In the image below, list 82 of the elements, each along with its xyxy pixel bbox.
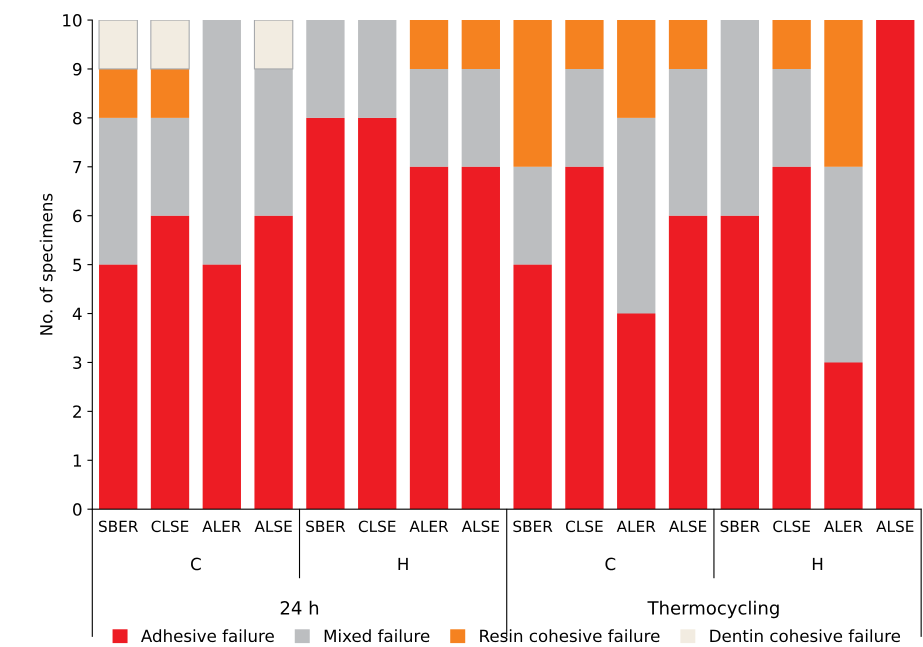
bar (410, 20, 448, 69)
x-tick-label: SBER (513, 520, 552, 532)
x-tick-label: ALER (824, 520, 863, 532)
bar (150, 216, 190, 510)
bar (565, 166, 604, 510)
legend-label: Resin cohesive failure (480, 629, 660, 642)
bar (306, 20, 345, 118)
x-tick-label: SBER (98, 520, 138, 532)
y-tick-label: 2 (73, 405, 81, 418)
bar (513, 264, 552, 510)
x-tick-label: SBER (306, 520, 346, 532)
x-tick-label: CLSE (773, 520, 810, 532)
bar (824, 20, 863, 167)
y-axis-title: No. of specimens (40, 194, 56, 335)
bar (150, 20, 190, 70)
bar (565, 20, 604, 69)
text: C (605, 558, 616, 570)
text: H (398, 558, 408, 570)
y-tick-label: 8 (73, 112, 82, 124)
y-tick-label: 3 (73, 356, 82, 370)
bar (824, 166, 863, 362)
bar (668, 68, 708, 216)
x-tick-label: ALSE (462, 520, 500, 532)
bar (513, 166, 552, 265)
text: Thermocycling (647, 600, 779, 618)
x-tick-label: ALER (202, 520, 241, 532)
bar (410, 166, 448, 510)
bar (98, 20, 138, 70)
legend-label: Mixed failure (324, 629, 430, 642)
text: C (191, 558, 201, 570)
bar (358, 118, 396, 510)
x-tick-label: CLSE (566, 520, 603, 532)
x-tick-label: ALSE (669, 520, 706, 532)
bar (202, 20, 241, 265)
bar (462, 20, 500, 69)
bar (772, 166, 811, 510)
bar (462, 68, 500, 167)
bar (99, 68, 138, 118)
bar (668, 216, 708, 510)
x-tick-label: ALSE (254, 520, 292, 532)
bar (150, 118, 190, 216)
bar (668, 20, 708, 69)
x-tick-label: ALSE (876, 520, 914, 532)
y-tick-label: 10 (63, 14, 82, 27)
x-tick-label: SBER (720, 520, 760, 532)
bar (306, 118, 345, 510)
x-tick-label: CLSE (358, 520, 396, 532)
y-tick-label: 9 (73, 62, 82, 76)
x-tick-label: ALER (616, 520, 656, 532)
y-tick-label: 1 (74, 454, 82, 467)
bar (617, 314, 656, 510)
bar (150, 68, 190, 118)
text: 24 h (280, 600, 318, 614)
y-tick-label: 5 (73, 258, 82, 272)
bar (720, 20, 760, 216)
bar (254, 216, 293, 510)
bar (99, 264, 138, 510)
bar (565, 68, 604, 167)
x-tick-label: CLSE (152, 520, 188, 532)
bar (824, 362, 863, 510)
bar (513, 20, 552, 167)
bar (410, 68, 448, 167)
bar (772, 20, 811, 69)
bar (617, 20, 656, 118)
bar (254, 20, 294, 70)
bar (617, 118, 656, 314)
bar (720, 216, 760, 510)
text: H (812, 558, 822, 570)
bar (358, 20, 396, 118)
bar (772, 68, 811, 167)
bar (876, 20, 914, 510)
y-tick-label: 0 (73, 503, 82, 516)
bar (202, 264, 241, 510)
bar (99, 118, 138, 265)
y-tick-label: 6 (73, 210, 82, 222)
x-tick-label: ALER (410, 520, 448, 532)
y-tick-label: 7 (73, 160, 82, 174)
bar (254, 68, 293, 216)
legend-label: Dentin cohesive failure (710, 629, 900, 642)
bar (462, 166, 500, 510)
legend-label: Adhesive failure (141, 629, 274, 642)
y-tick-label: 4 (72, 308, 82, 320)
